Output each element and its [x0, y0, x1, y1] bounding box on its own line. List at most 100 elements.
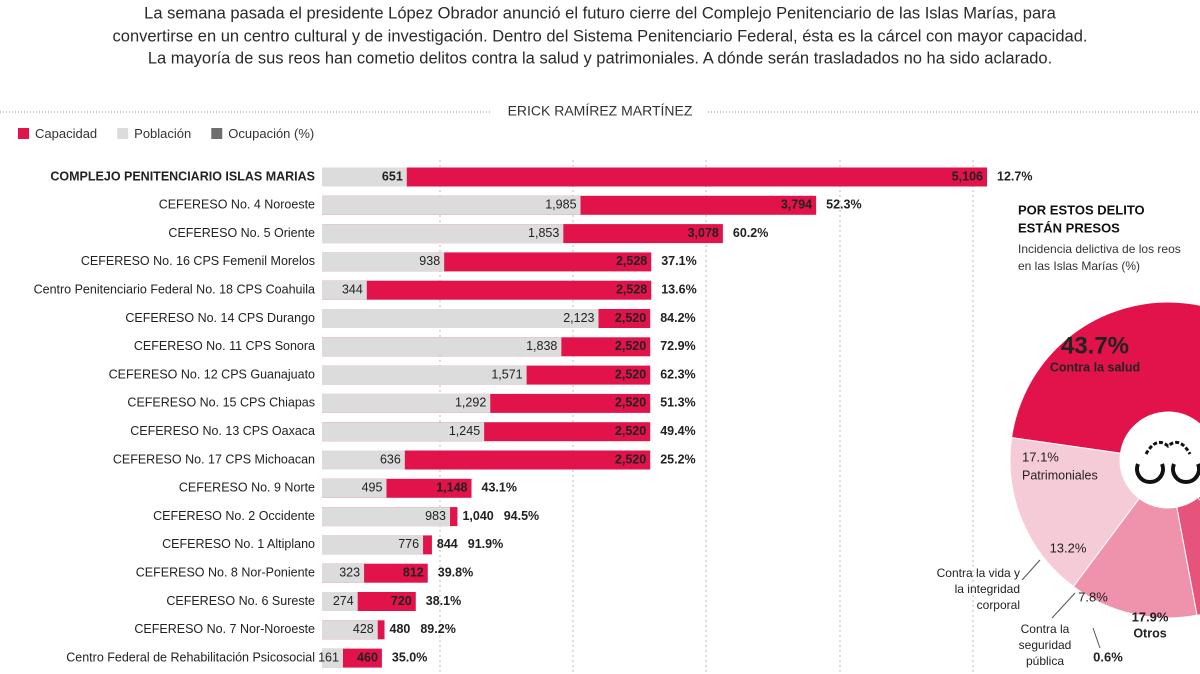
- category-label: CEFERESO No. 16 CPS Femenil Morelos: [81, 254, 315, 268]
- population-bar: [322, 563, 365, 583]
- cuff: [1135, 463, 1165, 484]
- population-bar: [322, 393, 491, 413]
- population-bar: [322, 167, 407, 187]
- leader-line: [1021, 559, 1041, 581]
- grid: [439, 160, 974, 674]
- chain: [1144, 440, 1192, 455]
- population-label: 1,853: [528, 226, 559, 240]
- population-bar: [322, 620, 378, 640]
- category-label: CEFERESO No. 2 Occidente: [153, 509, 315, 523]
- occupancy-label: 37.1%: [661, 254, 696, 268]
- population-label: 938: [419, 254, 440, 268]
- capacity-label: 2,528: [616, 254, 647, 268]
- donut-subtitle: Incidencia delictiva de los reos: [1018, 242, 1181, 256]
- cuff: [1171, 463, 1200, 484]
- slice-value: 7.8%: [1078, 589, 1108, 604]
- occupancy-label: 49.4%: [660, 424, 695, 438]
- capacity-label: 720: [391, 594, 412, 608]
- capacity-label: 2,520: [615, 396, 646, 410]
- population-bar: [322, 280, 367, 300]
- population-label: 636: [380, 452, 401, 466]
- population-label: 776: [398, 537, 419, 551]
- population-label: 1,985: [545, 198, 576, 212]
- population-label: 495: [362, 481, 383, 495]
- slice-value: 43.7%: [1061, 332, 1129, 359]
- population-bar: [322, 507, 451, 527]
- slice-name: Patrimoniales: [1022, 468, 1098, 482]
- population-bar: [322, 535, 424, 555]
- population-label: 344: [342, 282, 363, 296]
- occupancy-label: 43.1%: [482, 481, 517, 495]
- capacity-label: 844: [437, 537, 458, 551]
- population-bar: [322, 337, 562, 357]
- capacity-label: 1,148: [436, 481, 467, 495]
- occupancy-label: 39.8%: [438, 565, 473, 579]
- occupancy-label: 52.3%: [826, 198, 861, 212]
- population-label: 1,838: [526, 339, 557, 353]
- slice-name: Contra la: [1021, 622, 1070, 636]
- capacity-label: 3,078: [688, 226, 719, 240]
- leader-line: [1092, 627, 1101, 649]
- population-bar: [322, 478, 387, 498]
- occupancy-label: 51.3%: [660, 396, 695, 410]
- occupancy-label: 38.1%: [426, 594, 461, 608]
- slice-name: seguridad: [1019, 638, 1072, 652]
- occupancy-label: 89.2%: [420, 622, 455, 636]
- category-label: CEFERESO No. 1 Altiplano: [162, 537, 315, 551]
- occupancy-label: 13.6%: [661, 282, 696, 296]
- category-label: CEFERESO No. 12 CPS Guanajuato: [109, 367, 315, 381]
- capacity-label: 2,520: [615, 452, 646, 466]
- slice-value: 0.6%: [1093, 649, 1123, 664]
- slice-value: 17.9%: [1132, 609, 1169, 624]
- intro-line: convertirse en un centro cultural y de i…: [113, 27, 1088, 45]
- capacity-label: 2,528: [616, 282, 647, 296]
- population-label: 274: [333, 594, 354, 608]
- occupancy-label: 84.2%: [660, 311, 695, 325]
- donut-slice: [1072, 497, 1198, 619]
- slice-name: Otros: [1133, 626, 1166, 640]
- byline: ERICK RAMÍREZ MARTÍNEZ: [508, 103, 693, 119]
- population-bar: [322, 195, 581, 215]
- capacity-label: 460: [357, 650, 378, 664]
- donut-subtitle: en las Islas Marías (%): [1018, 259, 1140, 273]
- legend-label: Ocupación (%): [228, 126, 314, 141]
- capacity-label: 2,520: [615, 339, 646, 353]
- population-bar: [322, 648, 343, 668]
- population-label: 1,571: [491, 367, 522, 381]
- slice-name: la integridad: [955, 582, 1020, 596]
- population-label: 651: [382, 169, 403, 183]
- population-label: 1,292: [455, 396, 486, 410]
- occupancy-label: 35.0%: [392, 650, 427, 664]
- donut-chart: POR ESTOS DELITO ESTÁN PRESOS Incidencia…: [937, 202, 1200, 668]
- population-bar: [322, 309, 599, 328]
- legend-swatch: [117, 128, 129, 139]
- category-label: CEFERESO No. 8 Nor-Poniente: [136, 565, 315, 579]
- category-label: CEFERESO No. 5 Oriente: [168, 226, 315, 240]
- category-label: COMPLEJO PENITENCIARIO ISLAS MARIAS: [50, 169, 315, 183]
- slice-name: Contra la vida y: [937, 566, 1020, 580]
- population-label: 1,245: [449, 424, 480, 438]
- category-label: Centro Federal de Rehabilitación Psicoso…: [66, 650, 315, 664]
- capacity-label: 5,106: [952, 169, 983, 183]
- capacity-label: 2,520: [615, 424, 646, 438]
- occupancy-label: 94.5%: [504, 509, 539, 523]
- category-label: CEFERESO No. 7 Nor-Noroeste: [134, 622, 315, 636]
- donut-slice: [1176, 496, 1200, 616]
- population-bar: [322, 592, 358, 611]
- legend-label: Capacidad: [35, 126, 97, 141]
- donut-center: [1121, 413, 1200, 507]
- occupancy-label: 12.7%: [997, 169, 1032, 183]
- population-label: 161: [318, 650, 339, 664]
- category-label: CEFERESO No. 11 CPS Sonora: [134, 339, 315, 353]
- category-label: CEFERESO No. 17 CPS Michoacan: [113, 452, 315, 466]
- population-bar: [322, 422, 485, 442]
- occupancy-label: 62.3%: [660, 367, 695, 381]
- occupancy-label: 91.9%: [468, 537, 503, 551]
- capacity-bar: [322, 167, 987, 187]
- occupancy-label: 60.2%: [733, 226, 768, 240]
- category-label: CEFERESO No. 4 Noroeste: [159, 198, 315, 212]
- donut-slice: [1011, 301, 1200, 454]
- slice-name: Contra la salud: [1050, 360, 1140, 374]
- category-label: CEFERESO No. 6 Sureste: [166, 594, 315, 608]
